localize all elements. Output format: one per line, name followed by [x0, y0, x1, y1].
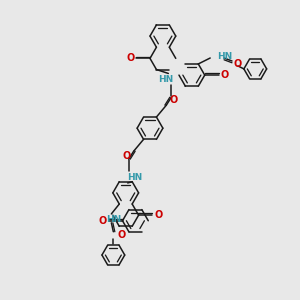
Text: O: O	[99, 216, 107, 226]
Text: O: O	[169, 95, 177, 105]
Text: HN: HN	[127, 172, 142, 182]
Text: O: O	[220, 70, 229, 80]
Text: O: O	[154, 210, 163, 220]
Text: O: O	[117, 230, 125, 240]
Text: HN: HN	[106, 215, 121, 224]
Text: HN: HN	[217, 52, 232, 61]
Text: O: O	[234, 59, 242, 69]
Text: O: O	[123, 151, 131, 161]
Text: HN: HN	[158, 75, 173, 84]
Text: O: O	[126, 53, 134, 63]
